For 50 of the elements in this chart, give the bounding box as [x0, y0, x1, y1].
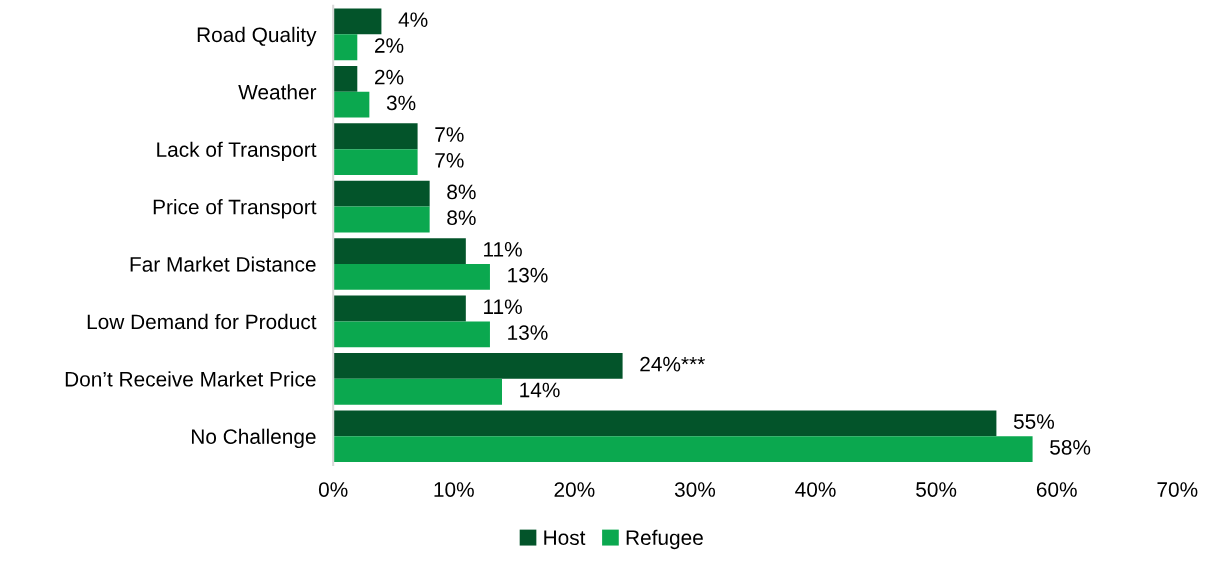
x-tick-label: 30% — [674, 482, 716, 497]
bar — [333, 34, 358, 61]
bar — [333, 65, 358, 92]
y-tick-label: No Challenge — [191, 428, 316, 449]
legend-label: Host — [544, 530, 586, 546]
y-tick-label: Far Market Distance — [130, 256, 316, 272]
x-tick-label: 20% — [554, 482, 595, 497]
bar — [333, 8, 382, 35]
bar — [333, 410, 997, 437]
x-tick-label: 70% — [1157, 482, 1198, 497]
legend-label: Refugee — [626, 529, 703, 550]
bar — [333, 321, 490, 348]
data-label: 3% — [386, 95, 416, 111]
y-tick-label: Lack of Transport — [157, 141, 317, 162]
bar — [333, 264, 490, 290]
y-tick-label: Road Quality — [197, 26, 317, 47]
bar — [333, 91, 370, 118]
bar — [333, 436, 1033, 463]
x-tick-label: 0% — [318, 482, 348, 497]
bar — [333, 149, 418, 176]
data-label: 58% — [1050, 439, 1091, 455]
data-label: 55% — [1013, 414, 1055, 429]
data-label: 14% — [520, 382, 560, 398]
data-label: 8% — [447, 210, 476, 226]
data-label: 13% — [508, 325, 548, 340]
data-label: 8% — [447, 184, 476, 200]
bar — [333, 206, 430, 233]
data-label: 13% — [508, 267, 548, 283]
data-label: 7% — [435, 127, 464, 142]
data-label: 2% — [375, 38, 404, 53]
data-label: 24%*** — [640, 356, 705, 372]
y-tick-label: Low Demand for Product — [87, 313, 317, 330]
y-tick-label: Price of Transport — [153, 199, 317, 219]
x-tick-label: 40% — [795, 482, 836, 497]
data-label: 4% — [398, 12, 428, 27]
bar — [333, 238, 466, 265]
bar — [333, 295, 466, 322]
y-tick-label: Don’t Receive Market Price — [65, 371, 316, 387]
y-tick-label: Weather — [238, 84, 317, 100]
x-tick-label: 60% — [1036, 482, 1077, 497]
x-tick-label: 10% — [434, 482, 474, 497]
data-label: 11% — [484, 299, 522, 315]
bar — [333, 352, 623, 379]
data-label: 7% — [435, 153, 464, 168]
data-label: 11% — [484, 242, 522, 257]
x-tick-label: 50% — [916, 482, 957, 497]
bar — [333, 180, 430, 207]
bar — [333, 123, 418, 150]
bar — [333, 378, 502, 405]
data-label: 2% — [375, 69, 404, 85]
